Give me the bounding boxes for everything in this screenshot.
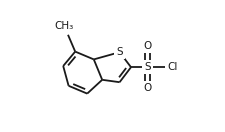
- Text: O: O: [143, 83, 151, 93]
- Text: CH₃: CH₃: [54, 21, 73, 31]
- Text: S: S: [116, 47, 122, 57]
- Text: S: S: [144, 62, 151, 72]
- Text: O: O: [143, 41, 151, 51]
- Text: Cl: Cl: [167, 62, 177, 72]
